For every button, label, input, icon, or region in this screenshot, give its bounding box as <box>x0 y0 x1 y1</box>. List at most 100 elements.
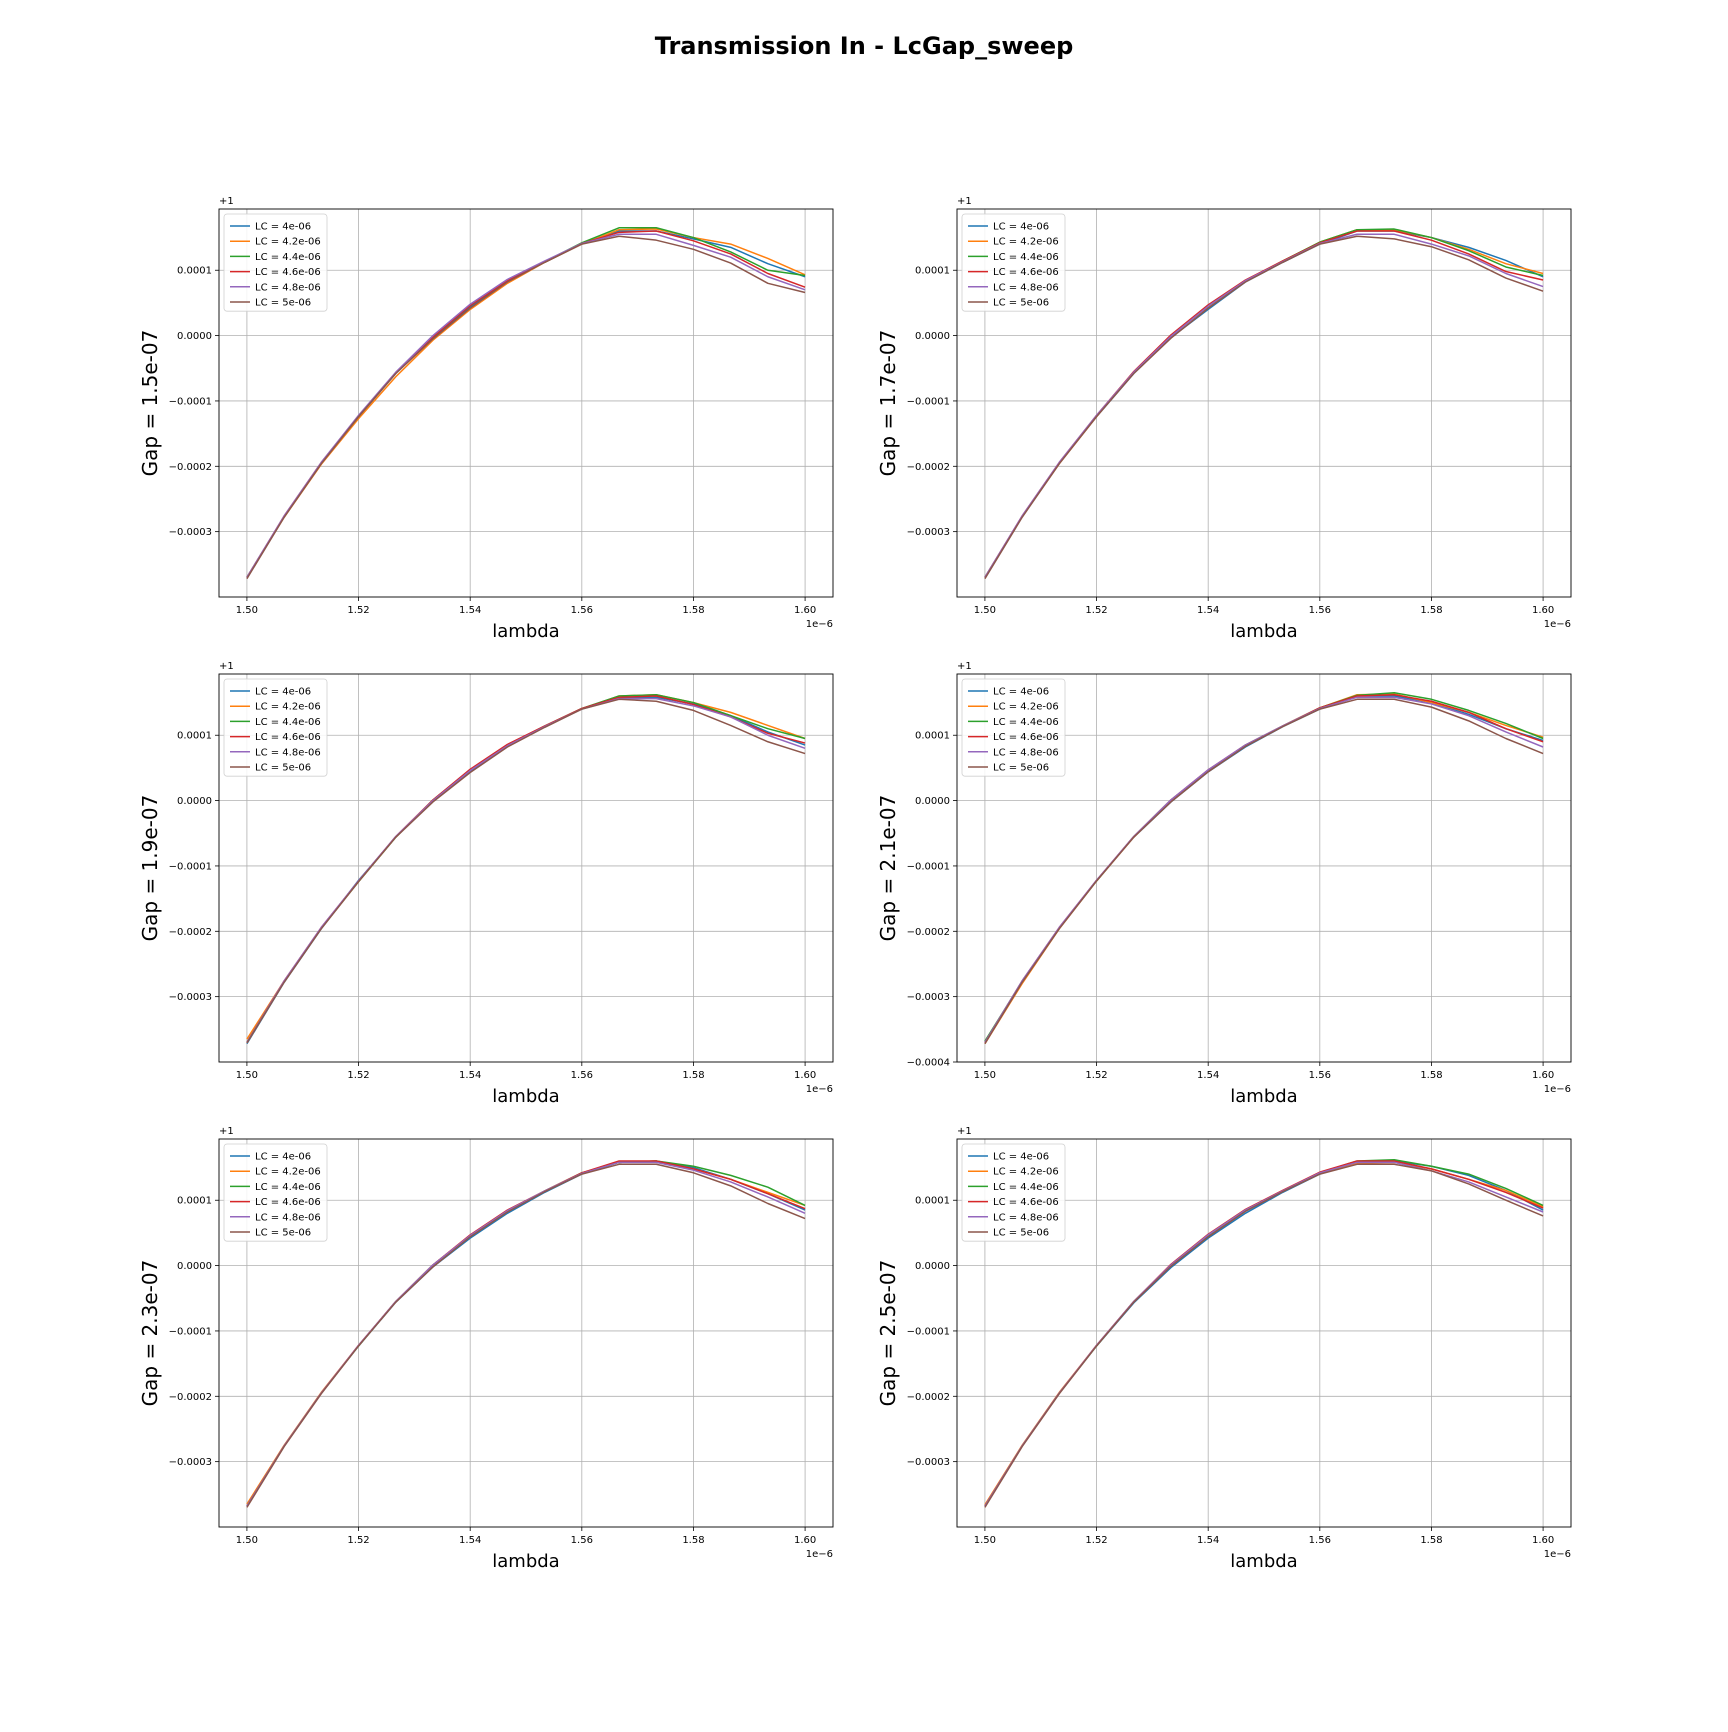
y-tick-label: −0.0002 <box>907 1392 950 1403</box>
x-tick-label: 1.60 <box>794 1535 816 1546</box>
y-tick-label: −0.0003 <box>169 527 212 538</box>
x-tick-label: 1.54 <box>459 1070 481 1081</box>
subplot-2: 1.50 1.52 1.54 1.56 1.58 1.60 −0.0003 −0.0002 −0… <box>876 196 1572 642</box>
legend-label: LC = 4e-06 <box>255 687 311 698</box>
x-tick-label: 1.52 <box>1085 1535 1107 1546</box>
legend-label: LC = 5e-06 <box>255 298 311 309</box>
legend-label: LC = 4e-06 <box>993 1152 1049 1163</box>
x-tick-label: 1.58 <box>1420 1535 1442 1546</box>
x-axis-label: lambda <box>1230 621 1297 642</box>
legend-label: LC = 4.6e-06 <box>255 267 321 278</box>
y-tick-label: 0.0001 <box>177 1196 212 1207</box>
x-tick-label: 1.60 <box>1532 605 1554 616</box>
series-line <box>984 233 1544 578</box>
y-tick-label: 0.0000 <box>177 796 212 807</box>
y-tick-label: −0.0002 <box>169 462 212 473</box>
legend-label: LC = 5e-06 <box>255 1228 311 1239</box>
x-offset-text: 1e−6 <box>806 1084 833 1095</box>
legend: LC = 4e-06 LC = 4.2e-06 LC = 4.4e-06 LC = 4… <box>961 1143 1066 1242</box>
series-line <box>246 1160 806 1505</box>
legend-label: LC = 4.2e-06 <box>993 1167 1059 1178</box>
figure-title: Transmission In - LcGap_sweep <box>655 32 1074 60</box>
legend-label: LC = 4.2e-06 <box>993 702 1059 713</box>
x-axis-label: lambda <box>1230 1551 1297 1572</box>
x-tick-label: 1.58 <box>1420 605 1442 616</box>
y-tick-label: −0.0001 <box>907 861 950 872</box>
series-line <box>246 695 806 1043</box>
x-offset-text: 1e−6 <box>806 619 833 630</box>
x-tick-label: 1.60 <box>794 605 816 616</box>
legend: LC = 4e-06 LC = 4.2e-06 LC = 4.4e-06 LC = 4… <box>961 213 1066 312</box>
subplot-6: 1.50 1.52 1.54 1.56 1.58 1.60 −0.0003 −0.0002 −0… <box>876 1126 1572 1572</box>
x-tick-label: 1.58 <box>682 1535 704 1546</box>
legend-label: LC = 5e-06 <box>993 1228 1049 1239</box>
y-offset-text: +1 <box>219 1126 234 1137</box>
x-tick-label: 1.54 <box>459 605 481 616</box>
x-tick-label: 1.60 <box>1532 1535 1554 1546</box>
legend-label: LC = 4.8e-06 <box>255 1212 321 1223</box>
y-offset-text: +1 <box>957 1126 972 1137</box>
legend: LC = 4e-06 LC = 4.2e-06 LC = 4.4e-06 LC = 4… <box>961 678 1066 777</box>
y-offset-text: +1 <box>957 661 972 672</box>
subplot-3: 1.50 1.52 1.54 1.56 1.58 1.60 −0.0003 −0.0002 −0… <box>138 661 834 1107</box>
series-line <box>246 1160 806 1507</box>
x-offset-text: 1e−6 <box>1544 1084 1571 1095</box>
axes-frame <box>956 208 1572 598</box>
x-tick-label: 1.56 <box>1309 1535 1331 1546</box>
y-axis-label: Gap = 2.1e-07 <box>876 795 900 942</box>
x-tick-label: 1.50 <box>236 1070 258 1081</box>
x-tick-label: 1.50 <box>974 1070 996 1081</box>
y-offset-text: +1 <box>219 196 234 207</box>
axes-frame <box>218 1138 834 1528</box>
legend-label: LC = 4.4e-06 <box>993 1182 1059 1193</box>
legend-label: LC = 4.2e-06 <box>255 1167 321 1178</box>
series-line <box>246 696 806 1045</box>
y-axis-label: Gap = 1.9e-07 <box>138 795 162 942</box>
x-tick-label: 1.52 <box>1085 1070 1107 1081</box>
y-tick-label: −0.0002 <box>907 462 950 473</box>
legend-label: LC = 4e-06 <box>993 687 1049 698</box>
legend-label: LC = 4.4e-06 <box>255 1182 321 1193</box>
legend-label: LC = 4.8e-06 <box>993 282 1059 293</box>
series-line <box>984 230 1544 578</box>
series-line <box>246 228 806 578</box>
series-line <box>246 227 806 578</box>
x-offset-text: 1e−6 <box>1544 619 1571 630</box>
series-line <box>984 1160 1544 1507</box>
x-tick-label: 1.56 <box>571 1070 593 1081</box>
y-tick-label: 0.0000 <box>915 1261 950 1272</box>
x-tick-label: 1.60 <box>794 1070 816 1081</box>
x-tick-label: 1.58 <box>682 605 704 616</box>
y-tick-label: 0.0000 <box>177 331 212 342</box>
series-line <box>984 228 1544 578</box>
y-axis-label: Gap = 2.3e-07 <box>138 1260 162 1407</box>
axes-frame <box>218 673 834 1063</box>
series-line <box>984 693 1544 1045</box>
legend-label: LC = 4.6e-06 <box>993 1197 1059 1208</box>
x-tick-label: 1.50 <box>236 1535 258 1546</box>
y-tick-label: 0.0000 <box>915 796 950 807</box>
series-line <box>246 233 806 578</box>
legend-label: LC = 5e-06 <box>255 763 311 774</box>
x-tick-label: 1.52 <box>347 1535 369 1546</box>
y-tick-label: −0.0003 <box>907 1457 950 1468</box>
legend-label: LC = 4e-06 <box>993 222 1049 233</box>
legend: LC = 4e-06 LC = 4.2e-06 LC = 4.4e-06 LC = 4… <box>223 1143 328 1242</box>
legend-label: LC = 4.4e-06 <box>255 717 321 728</box>
y-tick-label: 0.0001 <box>915 1196 950 1207</box>
series-line <box>246 1163 806 1508</box>
legend-label: LC = 4.8e-06 <box>255 282 321 293</box>
legend: LC = 4e-06 LC = 4.2e-06 LC = 4.4e-06 LC = 4… <box>223 678 328 777</box>
legend-label: LC = 4.4e-06 <box>255 252 321 263</box>
series-line <box>246 698 806 1044</box>
axes-frame <box>956 1138 1572 1528</box>
series-line <box>246 693 806 1040</box>
series-line <box>246 230 806 578</box>
y-axis-label: Gap = 1.5e-07 <box>138 330 162 477</box>
axes-frame <box>956 673 1572 1063</box>
series-line <box>246 693 806 1043</box>
y-tick-label: 0.0000 <box>915 331 950 342</box>
legend-label: LC = 4.8e-06 <box>993 1212 1059 1223</box>
